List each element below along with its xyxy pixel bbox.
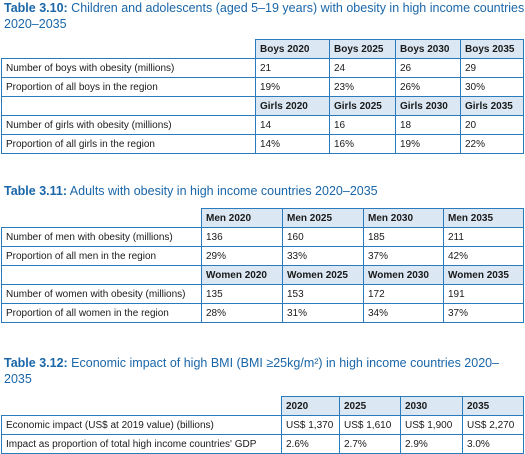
table-cell: 20 xyxy=(460,115,524,135)
table-3-10-title: Table 3.10: Children and adolescents (ag… xyxy=(4,0,525,32)
row-label: Number of men with obesity (millions) xyxy=(1,227,202,247)
table-cell: 2.9% xyxy=(400,434,463,454)
column-header: Women 2035 xyxy=(443,265,524,285)
table-cell: 33% xyxy=(282,246,364,266)
column-header: Men 2020 xyxy=(201,208,283,228)
column-header: 2035 xyxy=(462,396,524,416)
row-label: Number of girls with obesity (millions) xyxy=(1,115,256,135)
column-header: Girls 2035 xyxy=(460,96,524,116)
table-cell: 22% xyxy=(460,134,524,154)
column-header: Men 2035 xyxy=(443,208,524,228)
table-cell: 19% xyxy=(255,77,330,97)
table-cell: 14% xyxy=(255,134,330,154)
table-cell: US$ 1,610 xyxy=(339,415,401,435)
table-cell: 30% xyxy=(460,77,524,97)
table-cell: 34% xyxy=(363,303,444,323)
table-row: Number of girls with obesity (millions) … xyxy=(1,115,524,135)
table-cell: US$ 1,900 xyxy=(400,415,463,435)
column-header: Women 2030 xyxy=(363,265,444,285)
column-header: Boys 2025 xyxy=(329,39,396,59)
column-header: Boys 2035 xyxy=(460,39,524,59)
row-label: Proportion of all women in the region xyxy=(1,303,202,323)
table-cell: 28% xyxy=(201,303,283,323)
table-cell: 19% xyxy=(395,134,461,154)
table-cell: US$ 1,370 xyxy=(281,415,340,435)
column-header: Girls 2030 xyxy=(395,96,461,116)
table-header-row: 2020 2025 2030 2035 xyxy=(1,396,524,416)
table-cell: US$ 2,270 xyxy=(462,415,524,435)
table-row: Proportion of all women in the region 28… xyxy=(1,303,524,323)
table-cell: 2.7% xyxy=(339,434,401,454)
table-cell: 31% xyxy=(282,303,364,323)
table-number: Table 3.11: xyxy=(4,184,67,198)
table-cell: 29 xyxy=(460,58,524,78)
table-cell: 24 xyxy=(329,58,396,78)
table-cell: 37% xyxy=(443,303,524,323)
row-label: Impact as proportion of total high incom… xyxy=(1,434,282,454)
table-title-text: Children and adolescents (aged 5–19 year… xyxy=(4,1,525,31)
column-header: Girls 2020 xyxy=(255,96,330,116)
column-header: Women 2020 xyxy=(201,265,283,285)
table-3-12-title: Table 3.12: Economic impact of high BMI … xyxy=(4,355,519,387)
table-cell: 14 xyxy=(255,115,330,135)
table-row: Proportion of all girls in the region 14… xyxy=(1,134,524,154)
table-row: Number of men with obesity (millions) 13… xyxy=(1,227,524,247)
table-row: Number of boys with obesity (millions) 2… xyxy=(1,58,524,78)
table-cell: 42% xyxy=(443,246,524,266)
table-cell: 2.6% xyxy=(281,434,340,454)
table-header-row: Boys 2020 Boys 2025 Boys 2030 Boys 2035 xyxy=(1,39,524,59)
table-cell: 29% xyxy=(201,246,283,266)
column-header: 2025 xyxy=(339,396,401,416)
row-label: Number of boys with obesity (millions) xyxy=(1,58,256,78)
column-header: Boys 2030 xyxy=(395,39,461,59)
table-3-11-title: Table 3.11: Adults with obesity in high … xyxy=(4,183,378,199)
column-header: Boys 2020 xyxy=(255,39,330,59)
row-label: Economic impact (US$ at 2019 value) (bil… xyxy=(1,415,282,435)
row-label: Proportion of all boys in the region xyxy=(1,77,256,97)
table-header-row: Girls 2020 Girls 2025 Girls 2030 Girls 2… xyxy=(1,96,524,116)
column-header: Girls 2025 xyxy=(329,96,396,116)
table-header-row: Men 2020 Men 2025 Men 2030 Men 2035 xyxy=(1,208,524,228)
table-row: Number of women with obesity (millions) … xyxy=(1,284,524,304)
table-cell: 136 xyxy=(201,227,283,247)
table-3-11: Men 2020 Men 2025 Men 2030 Men 2035 Numb… xyxy=(1,208,524,323)
table-cell: 211 xyxy=(443,227,524,247)
table-row: Impact as proportion of total high incom… xyxy=(1,434,524,454)
table-number: Table 3.12: xyxy=(4,356,68,370)
table-header-row: Women 2020 Women 2025 Women 2030 Women 2… xyxy=(1,265,524,285)
table-row: Proportion of all men in the region 29% … xyxy=(1,246,524,266)
table-cell: 26% xyxy=(395,77,461,97)
table-number: Table 3.10: xyxy=(4,1,68,15)
table-cell: 191 xyxy=(443,284,524,304)
row-label: Number of women with obesity (millions) xyxy=(1,284,202,304)
table-row: Proportion of all boys in the region 19%… xyxy=(1,77,524,97)
table-title-text: Economic impact of high BMI (BMI ≥25kg/m… xyxy=(4,356,500,386)
table-cell: 135 xyxy=(201,284,283,304)
table-row: Economic impact (US$ at 2019 value) (bil… xyxy=(1,415,524,435)
table-cell: 185 xyxy=(363,227,444,247)
table-cell: 18 xyxy=(395,115,461,135)
column-header: Women 2025 xyxy=(282,265,364,285)
table-cell: 153 xyxy=(282,284,364,304)
table-cell: 16% xyxy=(329,134,396,154)
row-label: Proportion of all girls in the region xyxy=(1,134,256,154)
table-cell: 21 xyxy=(255,58,330,78)
table-cell: 37% xyxy=(363,246,444,266)
table-3-12: 2020 2025 2030 2035 Economic impact (US$… xyxy=(1,396,524,454)
table-cell: 172 xyxy=(363,284,444,304)
column-header: Men 2030 xyxy=(363,208,444,228)
table-cell: 160 xyxy=(282,227,364,247)
table-cell: 23% xyxy=(329,77,396,97)
table-title-text: Adults with obesity in high income count… xyxy=(69,184,378,198)
column-header: 2020 xyxy=(281,396,340,416)
column-header: 2030 xyxy=(400,396,463,416)
table-cell: 16 xyxy=(329,115,396,135)
row-label: Proportion of all men in the region xyxy=(1,246,202,266)
table-3-10: Boys 2020 Boys 2025 Boys 2030 Boys 2035 … xyxy=(1,39,524,154)
column-header: Men 2025 xyxy=(282,208,364,228)
table-cell: 26 xyxy=(395,58,461,78)
table-cell: 3.0% xyxy=(462,434,524,454)
